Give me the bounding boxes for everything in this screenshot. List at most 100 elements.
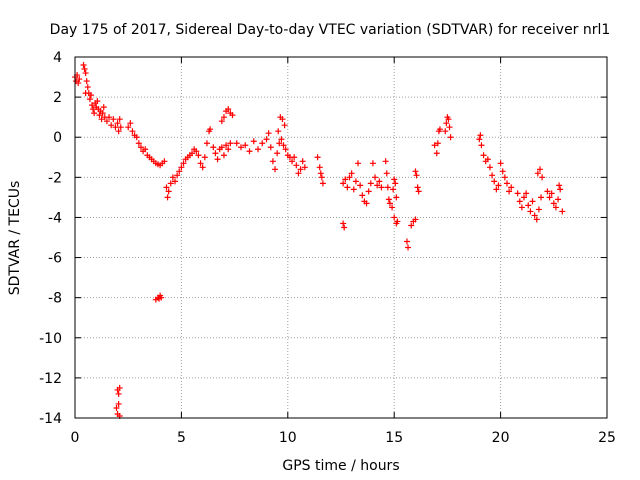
data-point [103,118,110,125]
data-point [129,128,136,135]
data-point [372,174,379,181]
data-point [544,188,551,195]
data-point [378,184,385,191]
data-point [559,208,566,215]
data-point [91,110,98,117]
data-point [199,164,206,171]
x-tick-label: 0 [71,430,80,446]
data-point [413,172,420,179]
data-point [536,166,543,173]
data-point [301,164,308,171]
data-point [207,126,214,133]
data-point [117,124,124,131]
data-point [161,158,168,165]
data-point [405,244,412,251]
data-point [297,166,304,173]
data-point [108,122,115,129]
data-point [279,116,286,123]
data-point [274,150,281,157]
data-point [233,140,240,147]
data-point [237,144,244,151]
data-point [201,154,208,161]
data-point [280,142,287,149]
data-point [229,112,236,119]
data-point [480,152,487,159]
data-point [443,120,450,127]
data-point [76,76,83,83]
data-point [348,170,355,177]
data-point [291,154,298,161]
y-axis-label: SDTVAR / TECUs [7,181,23,296]
data-point [116,116,123,123]
data-point [503,180,510,187]
data-point [100,104,107,111]
data-point [189,150,196,157]
data-point [115,128,122,135]
data-point [365,188,372,195]
x-tick-label: 15 [385,430,403,446]
data-point [112,124,119,131]
data-point [367,180,374,187]
data-point [548,190,555,197]
data-point [408,222,415,229]
data-point [546,194,553,201]
x-tick-label: 25 [598,430,616,446]
data-point [412,216,419,223]
data-point [552,204,559,211]
data-point [495,182,502,189]
axis-ticks [74,56,608,419]
data-point [556,182,563,189]
data-point [176,168,183,175]
y-tick-label: -12 [39,371,62,387]
data-point [269,158,276,165]
data-point [477,132,484,139]
data-point [158,294,165,301]
data-point [167,180,174,187]
data-point [414,184,421,191]
data-point [113,404,120,411]
data-point [369,160,376,167]
data-point [89,102,96,109]
data-point [493,186,500,193]
data-point [535,206,542,213]
data-point [359,192,366,199]
data-point [267,144,274,151]
x-axis-label: GPS time / hours [282,458,399,474]
data-point [180,160,187,167]
data-point [384,184,391,191]
data-point [278,136,285,143]
data-point [527,208,534,215]
data-point [363,200,370,207]
plot-frame [74,56,608,419]
y-tick-label: -2 [48,170,62,186]
data-point [225,146,232,153]
data-point [116,384,123,391]
data-point [195,152,202,159]
data-point [115,400,122,407]
data-point [214,156,221,163]
data-point [110,116,117,123]
data-point [178,164,185,171]
data-point [518,204,525,211]
data-point [445,116,452,123]
data-point [555,196,562,203]
y-tick-label: -8 [48,291,62,307]
data-point [491,178,498,185]
data-point [250,138,257,145]
data-point [514,190,521,197]
y-tick-label: -4 [48,210,62,226]
data-point [90,106,97,113]
data-point [344,184,351,191]
data-point [391,214,398,221]
data-point [394,218,401,225]
data-point [499,168,506,175]
data-point [390,186,397,193]
data-point [227,140,234,147]
data-point [203,140,210,147]
data-point [295,170,302,177]
data-point [255,146,262,153]
chart-title: Day 175 of 2017, Sidereal Day-to-day VTE… [50,22,611,38]
grid [75,57,607,418]
data-point [391,176,398,183]
